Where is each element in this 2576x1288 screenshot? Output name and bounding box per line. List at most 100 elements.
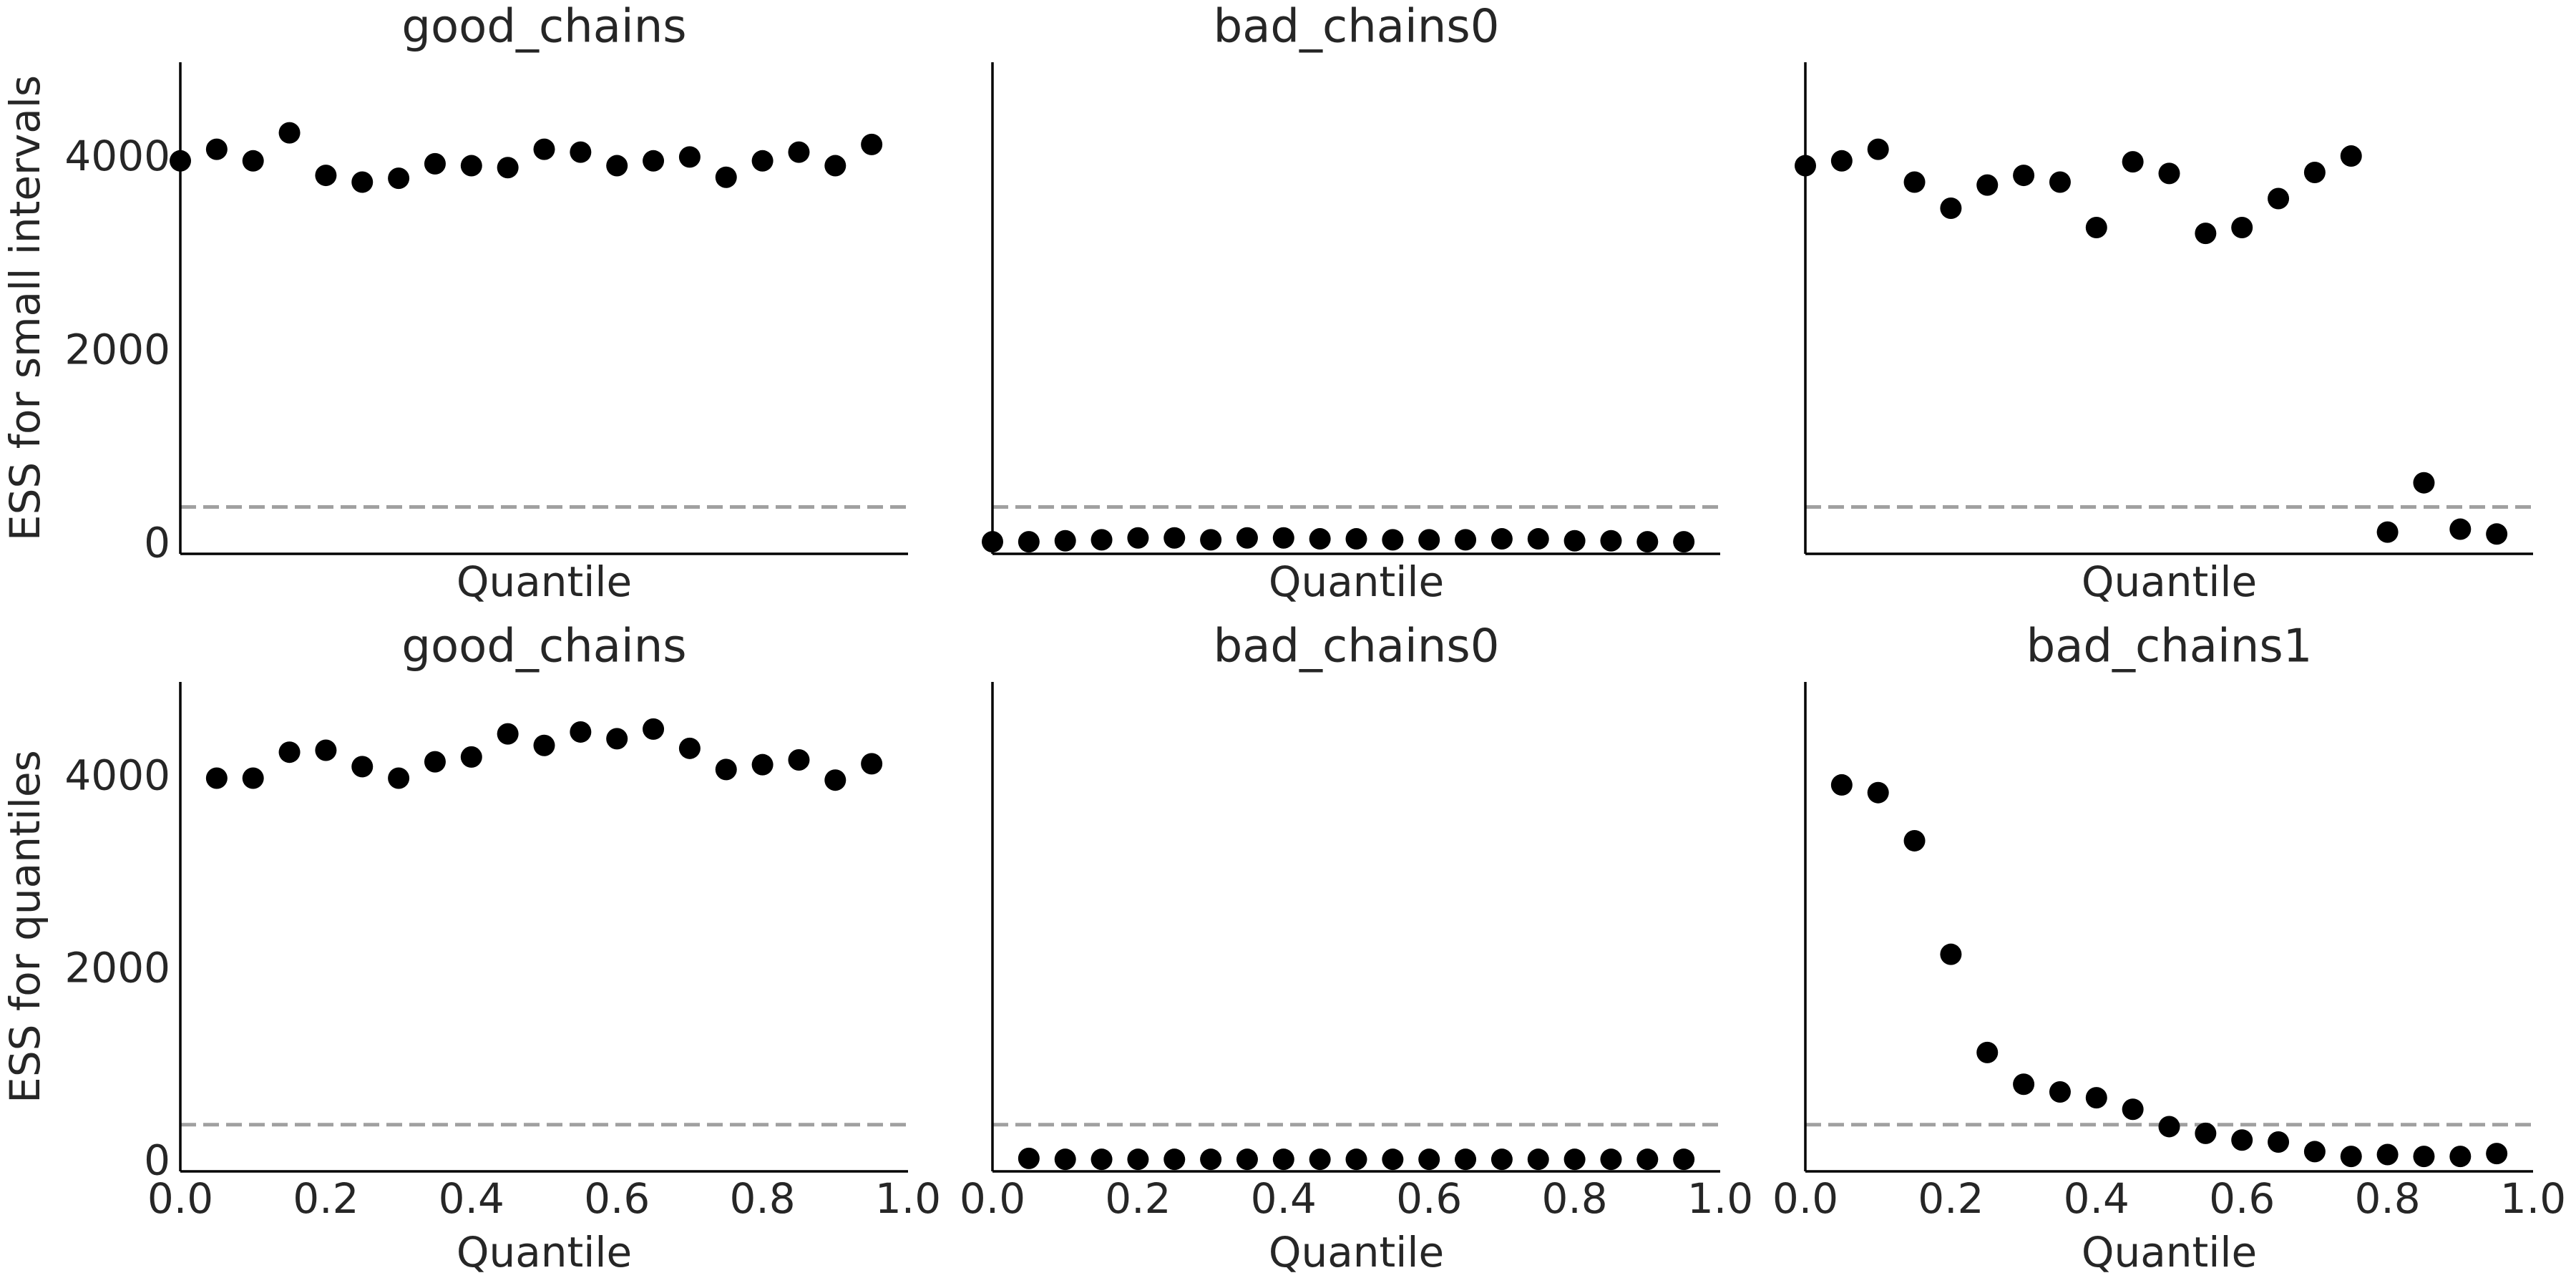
data-point xyxy=(242,767,264,789)
data-point xyxy=(1091,529,1113,551)
data-point xyxy=(1600,1148,1622,1171)
data-point xyxy=(606,155,628,177)
data-point xyxy=(678,146,701,168)
data-point xyxy=(1309,528,1331,550)
data-point xyxy=(751,753,774,776)
data-point xyxy=(1830,150,1853,172)
x-tick-label: 0.0 xyxy=(147,1174,213,1223)
data-point xyxy=(205,767,228,789)
data-point xyxy=(351,171,374,193)
data-point xyxy=(1236,527,1258,549)
data-point xyxy=(570,721,592,743)
data-point xyxy=(1903,171,1926,193)
data-point xyxy=(2122,151,2144,173)
data-point xyxy=(2268,187,2290,210)
data-point xyxy=(1091,1148,1113,1171)
x-tick-label: 0.8 xyxy=(729,1174,795,1223)
data-point xyxy=(2303,1141,2326,1163)
data-point xyxy=(278,122,301,144)
data-point xyxy=(2122,1098,2144,1121)
data-point xyxy=(1455,1148,1477,1171)
x-tick-label: 0.4 xyxy=(2064,1174,2129,1223)
data-point xyxy=(861,133,883,155)
data-point xyxy=(2013,1073,2035,1096)
data-point xyxy=(788,141,810,163)
data-point xyxy=(278,741,301,763)
x-tick-label: 0.8 xyxy=(1541,1174,1607,1223)
data-point xyxy=(1345,1148,1367,1171)
data-point xyxy=(1163,1148,1186,1171)
data-point xyxy=(315,165,337,187)
data-point xyxy=(533,138,555,160)
data-point xyxy=(1418,529,1440,551)
subplot-title: bad_chains1 xyxy=(2026,620,2313,673)
x-axis-label: Quantile xyxy=(457,1228,632,1277)
data-point xyxy=(1018,1147,1040,1169)
data-point xyxy=(1054,530,1076,552)
data-point xyxy=(1600,530,1622,552)
data-point xyxy=(1830,774,1853,796)
data-point xyxy=(2486,1143,2508,1165)
data-point xyxy=(2413,472,2435,494)
subplot-title: bad_chains0 xyxy=(1214,620,1500,673)
data-point xyxy=(751,150,774,172)
data-point xyxy=(1054,1148,1076,1171)
data-point xyxy=(1163,527,1186,549)
data-point xyxy=(2195,1122,2217,1144)
data-point xyxy=(2049,171,2071,193)
data-point xyxy=(2085,217,2107,239)
data-point xyxy=(533,734,555,756)
data-point xyxy=(1382,529,1404,551)
data-point xyxy=(1418,1148,1440,1171)
subplot-title: good_chains xyxy=(401,620,686,673)
data-point xyxy=(1236,1148,1258,1171)
data-point xyxy=(1636,1148,1659,1171)
data-point xyxy=(1200,529,1222,551)
data-point xyxy=(205,138,228,160)
data-point xyxy=(678,737,701,759)
data-point xyxy=(1018,531,1040,553)
subplot-title: bad_chains0 xyxy=(1214,1,1500,54)
data-point xyxy=(1673,531,1695,553)
data-point xyxy=(606,728,628,750)
data-point xyxy=(460,746,482,768)
x-tick-label: 0.2 xyxy=(293,1174,358,1223)
data-point xyxy=(1127,527,1149,549)
data-point xyxy=(1940,943,1962,965)
data-point xyxy=(2449,518,2472,540)
data-point xyxy=(2231,1129,2253,1151)
data-point xyxy=(2085,1087,2107,1109)
data-point xyxy=(1867,781,1889,804)
data-point xyxy=(424,152,446,175)
data-point xyxy=(715,166,737,188)
data-point xyxy=(1272,527,1294,549)
data-point xyxy=(2376,1143,2399,1166)
x-tick-label: 0.4 xyxy=(1251,1174,1317,1223)
data-point xyxy=(2013,165,2035,187)
x-tick-label: 1.0 xyxy=(2500,1174,2566,1223)
data-point xyxy=(497,723,519,745)
data-point xyxy=(2413,1146,2435,1168)
x-tick-label: 1.0 xyxy=(875,1174,941,1223)
data-point xyxy=(1382,1148,1404,1171)
data-point xyxy=(1491,528,1513,550)
data-point xyxy=(2376,521,2399,543)
data-point xyxy=(1940,197,1962,220)
data-point xyxy=(1527,1148,1549,1171)
data-point xyxy=(1903,829,1926,852)
data-point xyxy=(788,748,810,771)
x-axis-label: Quantile xyxy=(457,557,632,606)
data-point xyxy=(497,157,519,179)
data-point xyxy=(460,155,482,177)
data-point xyxy=(1272,1148,1294,1171)
data-point xyxy=(2049,1081,2071,1103)
data-point xyxy=(1976,1041,1999,1063)
x-tick-label: 0.8 xyxy=(2354,1174,2420,1223)
data-point xyxy=(388,167,410,190)
data-point xyxy=(1673,1148,1695,1171)
data-point xyxy=(1563,530,1586,552)
x-tick-label: 1.0 xyxy=(1687,1174,1753,1223)
x-tick-label: 0.6 xyxy=(2209,1174,2275,1223)
data-point xyxy=(1345,528,1367,550)
